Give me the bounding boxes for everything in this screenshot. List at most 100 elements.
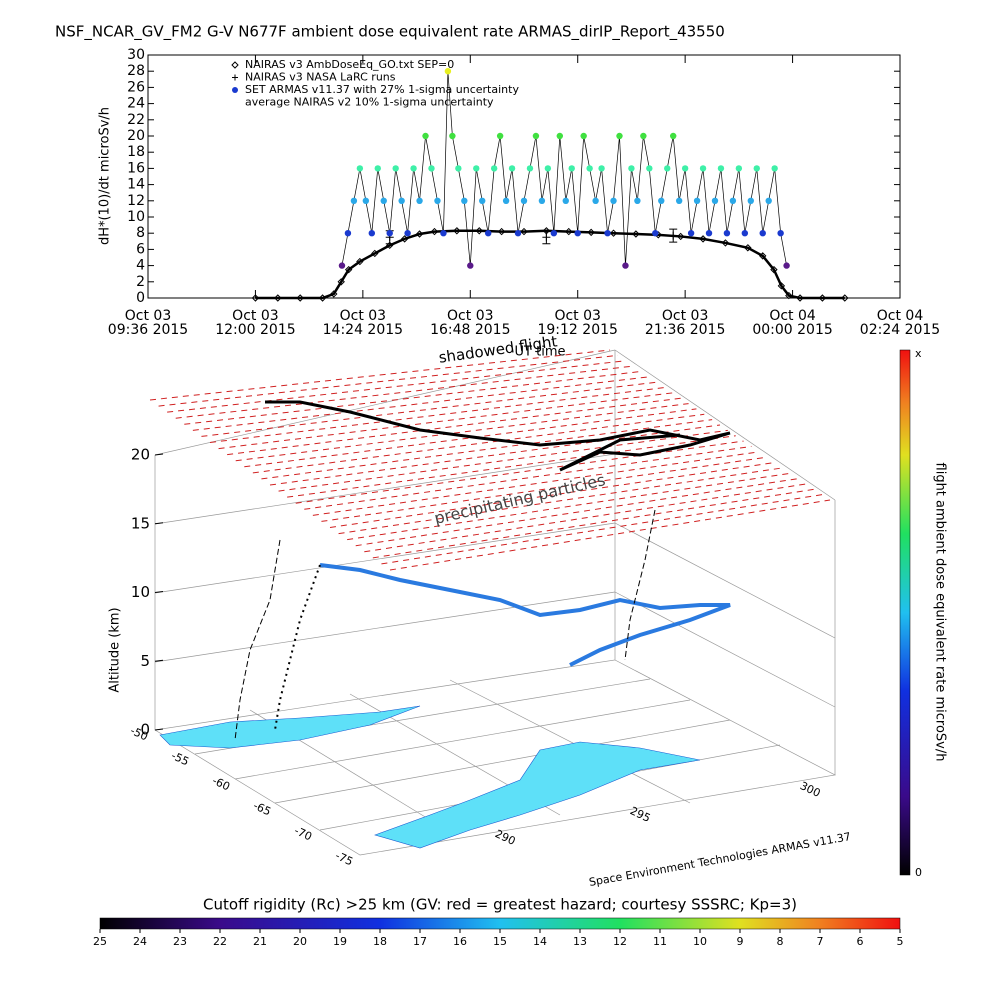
chart-title: NSF_NCAR_GV_FM2 G-V N677F ambient dose e… — [55, 23, 725, 42]
point — [699, 235, 707, 243]
y-tick-label: 2 — [136, 274, 145, 290]
point — [818, 294, 827, 302]
point — [652, 230, 659, 237]
colorbar-tick-label: 6 — [857, 935, 864, 948]
x-tick-label: 21:36 2015 — [645, 322, 725, 338]
point — [374, 165, 381, 172]
point — [344, 265, 353, 274]
colorbar-tick-label: 17 — [413, 935, 427, 948]
y-tick-label: 24 — [127, 96, 145, 112]
z-tick — [154, 591, 164, 593]
point — [455, 165, 462, 172]
precipitation-plane — [149, 349, 831, 571]
plane-row — [355, 478, 799, 547]
x-tick-label: 295 — [628, 804, 653, 825]
point — [785, 291, 793, 300]
plane-row — [338, 467, 783, 535]
point — [337, 278, 345, 286]
point — [664, 165, 671, 172]
y-tick-label: -55 — [169, 749, 191, 768]
x-tick-label: Oct 03 — [125, 308, 171, 324]
point — [330, 290, 338, 298]
colorbar-tick-label: 10 — [693, 935, 707, 948]
plane-row — [389, 499, 831, 571]
z-tick-label: 20 — [131, 446, 150, 464]
plane-row — [192, 376, 650, 431]
x-tick-label: 00:00 2015 — [752, 322, 832, 338]
point — [514, 230, 522, 237]
point — [783, 262, 790, 269]
colorbar-tick-label: x — [915, 347, 922, 360]
colorbar-tick-label: 23 — [173, 935, 187, 948]
rc-colorbar — [99, 917, 901, 930]
point — [350, 197, 358, 204]
point — [574, 230, 581, 237]
point — [586, 165, 593, 172]
point — [544, 165, 552, 172]
point — [681, 165, 689, 172]
point — [675, 197, 683, 204]
z-tick — [154, 453, 164, 456]
point — [628, 165, 635, 172]
colorbar-tick-label: 0 — [915, 866, 922, 879]
point — [693, 197, 701, 204]
plane-row — [167, 360, 626, 413]
point — [338, 262, 346, 269]
descent-projection — [624, 509, 656, 661]
annotation: precipitating particles — [432, 470, 607, 528]
point — [430, 227, 439, 236]
plot-frame — [147, 54, 901, 299]
plane-row — [244, 408, 697, 468]
point — [598, 165, 605, 172]
y-tick-label: -60 — [210, 774, 232, 793]
colorbar-tick-label: 14 — [533, 935, 547, 948]
flight-track-top — [265, 400, 731, 472]
plane-row — [364, 483, 807, 553]
point — [398, 197, 405, 204]
y-tick-label: 20 — [127, 128, 145, 144]
point — [356, 165, 364, 172]
y-tick-label: 16 — [127, 160, 145, 176]
z-tick — [154, 728, 164, 731]
y-tick-label: -65 — [251, 799, 273, 818]
plane-row — [329, 462, 776, 528]
plane-row — [304, 445, 752, 510]
plane-row — [158, 354, 618, 407]
point — [416, 197, 423, 204]
point — [592, 197, 599, 204]
colorbar-tick-label: 5 — [897, 935, 904, 948]
point — [729, 197, 737, 204]
plane-row — [287, 435, 736, 498]
colorbar-tick-label: 7 — [817, 935, 824, 948]
legend-label: NAIRAS v3 AmbDoseEq_GO.txt SEP=0 — [245, 58, 454, 71]
x-tick-label: 09:36 2015 — [108, 322, 188, 338]
y-tick-label: 10 — [127, 209, 145, 225]
y-tick-label: 4 — [136, 258, 145, 274]
point — [520, 227, 528, 236]
z-tick-label: 5 — [140, 652, 150, 670]
point — [386, 230, 393, 237]
point — [380, 197, 387, 204]
point — [770, 265, 778, 274]
point — [404, 230, 411, 237]
point — [296, 294, 304, 302]
point — [753, 165, 760, 172]
point — [556, 132, 564, 140]
y-tick-label: 14 — [127, 177, 145, 193]
plane-row — [149, 349, 611, 401]
y-tick-label: 12 — [127, 193, 145, 209]
point — [251, 294, 260, 302]
point — [520, 197, 528, 204]
point — [676, 232, 685, 241]
y-tick-label: -75 — [333, 849, 355, 868]
x-tick-label: Oct 04 — [769, 308, 816, 324]
point — [699, 165, 707, 172]
point — [565, 227, 573, 236]
point — [434, 197, 441, 204]
point — [841, 294, 849, 302]
point — [415, 230, 424, 238]
plane-row — [372, 488, 815, 559]
dose-colorbar — [899, 349, 911, 876]
x-tick-label: Oct 03 — [232, 308, 278, 324]
x-tick-label: Oct 03 — [554, 308, 600, 324]
